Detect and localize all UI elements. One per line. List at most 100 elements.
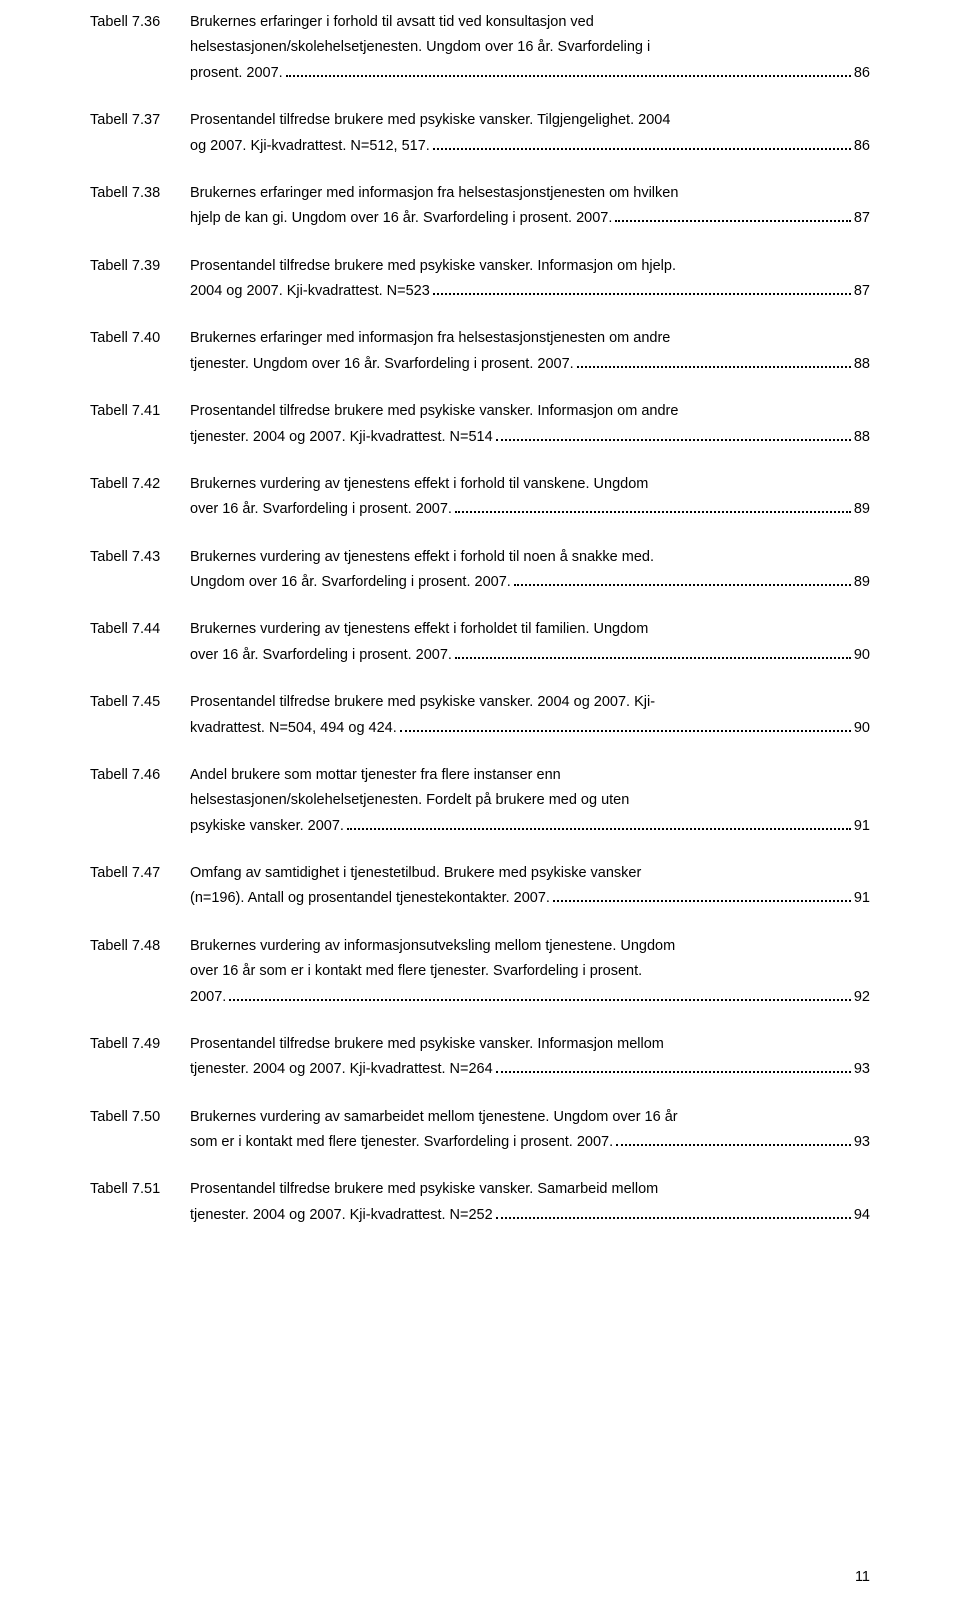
toc-text: tjenester. 2004 og 2007. Kji-kvadrattest… xyxy=(190,1203,493,1228)
leader-dots xyxy=(616,1136,851,1146)
toc-page-ref: 89 xyxy=(854,497,870,522)
toc-last-line: hjelp de kan gi. Ungdom over 16 år. Svar… xyxy=(190,206,870,231)
toc-last-line: Ungdom over 16 år. Svarfordeling i prose… xyxy=(190,570,870,595)
toc-entry: Tabell 7.44Brukernes vurdering av tjenes… xyxy=(90,617,870,668)
toc-text-line: Prosentandel tilfredse brukere med psyki… xyxy=(190,1177,870,1202)
toc-label: Tabell 7.50 xyxy=(90,1105,190,1156)
toc-text: Brukernes vurdering av samarbeidet mello… xyxy=(190,1105,678,1130)
toc-text-line: Brukernes erfaringer med informasjon fra… xyxy=(190,181,870,206)
toc-label: Tabell 7.39 xyxy=(90,254,190,305)
toc-label: Tabell 7.49 xyxy=(90,1032,190,1083)
toc-label: Tabell 7.37 xyxy=(90,108,190,159)
toc-entry: Tabell 7.40Brukernes erfaringer med info… xyxy=(90,326,870,377)
toc-text-line: Prosentandel tilfredse brukere med psyki… xyxy=(190,1032,870,1057)
toc-description: Omfang av samtidighet i tjenestetilbud. … xyxy=(190,861,870,912)
toc-text-line: Brukernes vurdering av informasjonsutvek… xyxy=(190,934,870,959)
toc-page-ref: 86 xyxy=(854,134,870,159)
toc-label: Tabell 7.45 xyxy=(90,690,190,741)
toc-page-ref: 90 xyxy=(854,716,870,741)
toc-entry: Tabell 7.46Andel brukere som mottar tjen… xyxy=(90,763,870,839)
leader-dots xyxy=(347,820,851,830)
toc-description: Prosentandel tilfredse brukere med psyki… xyxy=(190,690,870,741)
toc-text: over 16 år. Svarfordeling i prosent. 200… xyxy=(190,643,452,668)
toc-entry: Tabell 7.45Prosentandel tilfredse bruker… xyxy=(90,690,870,741)
leader-dots xyxy=(286,67,851,77)
leader-dots xyxy=(615,212,850,222)
toc-last-line: tjenester. Ungdom over 16 år. Svarfordel… xyxy=(190,352,870,377)
toc-text: Prosentandel tilfredse brukere med psyki… xyxy=(190,254,676,279)
toc-label: Tabell 7.42 xyxy=(90,472,190,523)
toc-text: Brukernes erfaringer med informasjon fra… xyxy=(190,181,678,206)
toc-text: prosent. 2007. xyxy=(190,61,283,86)
leader-dots xyxy=(496,431,851,441)
toc-text: over 16 år som er i kontakt med flere tj… xyxy=(190,959,642,984)
toc-entry: Tabell 7.39Prosentandel tilfredse bruker… xyxy=(90,254,870,305)
toc-text-line: Prosentandel tilfredse brukere med psyki… xyxy=(190,690,870,715)
toc-last-line: over 16 år. Svarfordeling i prosent. 200… xyxy=(190,497,870,522)
toc-text: Brukernes vurdering av informasjonsutvek… xyxy=(190,934,675,959)
toc-page-ref: 93 xyxy=(854,1057,870,1082)
toc-page-ref: 88 xyxy=(854,352,870,377)
toc-last-line: prosent. 2007. 86 xyxy=(190,61,870,86)
toc-description: Brukernes erfaringer i forhold til avsat… xyxy=(190,10,870,86)
toc-text: psykiske vansker. 2007. xyxy=(190,814,344,839)
toc-page-ref: 91 xyxy=(854,886,870,911)
toc-text: som er i kontakt med flere tjenester. Sv… xyxy=(190,1130,613,1155)
toc-label: Tabell 7.41 xyxy=(90,399,190,450)
leader-dots xyxy=(496,1209,851,1219)
toc-text-line: over 16 år som er i kontakt med flere tj… xyxy=(190,959,870,984)
toc-page-ref: 94 xyxy=(854,1203,870,1228)
toc-label: Tabell 7.40 xyxy=(90,326,190,377)
page: Tabell 7.36Brukernes erfaringer i forhol… xyxy=(0,0,960,1613)
leader-dots xyxy=(455,503,851,513)
toc-label: Tabell 7.51 xyxy=(90,1177,190,1228)
toc-text: Prosentandel tilfredse brukere med psyki… xyxy=(190,1032,664,1057)
toc-text: Brukernes vurdering av tjenestens effekt… xyxy=(190,617,648,642)
toc-page-ref: 86 xyxy=(854,61,870,86)
toc-entry: Tabell 7.51Prosentandel tilfredse bruker… xyxy=(90,1177,870,1228)
toc-page-ref: 93 xyxy=(854,1130,870,1155)
leader-dots xyxy=(455,649,851,659)
toc-text: hjelp de kan gi. Ungdom over 16 år. Svar… xyxy=(190,206,612,231)
toc-entry: Tabell 7.47Omfang av samtidighet i tjene… xyxy=(90,861,870,912)
toc-text: helsestasjonen/skolehelsetjenesten. Ford… xyxy=(190,788,629,813)
toc-entry: Tabell 7.48Brukernes vurdering av inform… xyxy=(90,934,870,1010)
toc-page-ref: 92 xyxy=(854,985,870,1010)
toc-text: Brukernes erfaringer med informasjon fra… xyxy=(190,326,670,351)
toc-text: Prosentandel tilfredse brukere med psyki… xyxy=(190,690,655,715)
toc-label: Tabell 7.44 xyxy=(90,617,190,668)
toc-text: helsestasjonen/skolehelsetjenesten. Ungd… xyxy=(190,35,650,60)
toc-text: Omfang av samtidighet i tjenestetilbud. … xyxy=(190,861,641,886)
toc-last-line: psykiske vansker. 2007. 91 xyxy=(190,814,870,839)
toc-description: Brukernes vurdering av tjenestens effekt… xyxy=(190,545,870,596)
leader-dots xyxy=(433,285,851,295)
toc-text: 2004 og 2007. Kji-kvadrattest. N=523 xyxy=(190,279,430,304)
toc-description: Brukernes erfaringer med informasjon fra… xyxy=(190,326,870,377)
toc-text-line: Prosentandel tilfredse brukere med psyki… xyxy=(190,108,870,133)
toc-last-line: 2007.92 xyxy=(190,985,870,1010)
toc-entry: Tabell 7.37Prosentandel tilfredse bruker… xyxy=(90,108,870,159)
toc-text-line: Prosentandel tilfredse brukere med psyki… xyxy=(190,254,870,279)
toc-text: tjenester. 2004 og 2007. Kji-kvadrattest… xyxy=(190,1057,493,1082)
leader-dots xyxy=(400,722,851,732)
toc-last-line: 2004 og 2007. Kji-kvadrattest. N=52387 xyxy=(190,279,870,304)
toc-text: Prosentandel tilfredse brukere med psyki… xyxy=(190,108,670,133)
toc-label: Tabell 7.36 xyxy=(90,10,190,86)
toc-text-line: Brukernes vurdering av tjenestens effekt… xyxy=(190,545,870,570)
toc-description: Andel brukere som mottar tjenester fra f… xyxy=(190,763,870,839)
toc-page-ref: 91 xyxy=(854,814,870,839)
toc-entry: Tabell 7.38Brukernes erfaringer med info… xyxy=(90,181,870,232)
toc-text: (n=196). Antall og prosentandel tjeneste… xyxy=(190,886,550,911)
toc-description: Prosentandel tilfredse brukere med psyki… xyxy=(190,1032,870,1083)
toc-last-line: over 16 år. Svarfordeling i prosent. 200… xyxy=(190,643,870,668)
toc-text-line: Andel brukere som mottar tjenester fra f… xyxy=(190,763,870,788)
toc-entry: Tabell 7.42Brukernes vurdering av tjenes… xyxy=(90,472,870,523)
toc-text-line: Brukernes vurdering av tjenestens effekt… xyxy=(190,617,870,642)
toc-entry: Tabell 7.36Brukernes erfaringer i forhol… xyxy=(90,10,870,86)
toc-text: Andel brukere som mottar tjenester fra f… xyxy=(190,763,561,788)
toc-text-line: Brukernes erfaringer i forhold til avsat… xyxy=(190,10,870,35)
toc-description: Prosentandel tilfredse brukere med psyki… xyxy=(190,254,870,305)
toc-entry: Tabell 7.43Brukernes vurdering av tjenes… xyxy=(90,545,870,596)
toc-page-ref: 90 xyxy=(854,643,870,668)
toc-description: Prosentandel tilfredse brukere med psyki… xyxy=(190,1177,870,1228)
